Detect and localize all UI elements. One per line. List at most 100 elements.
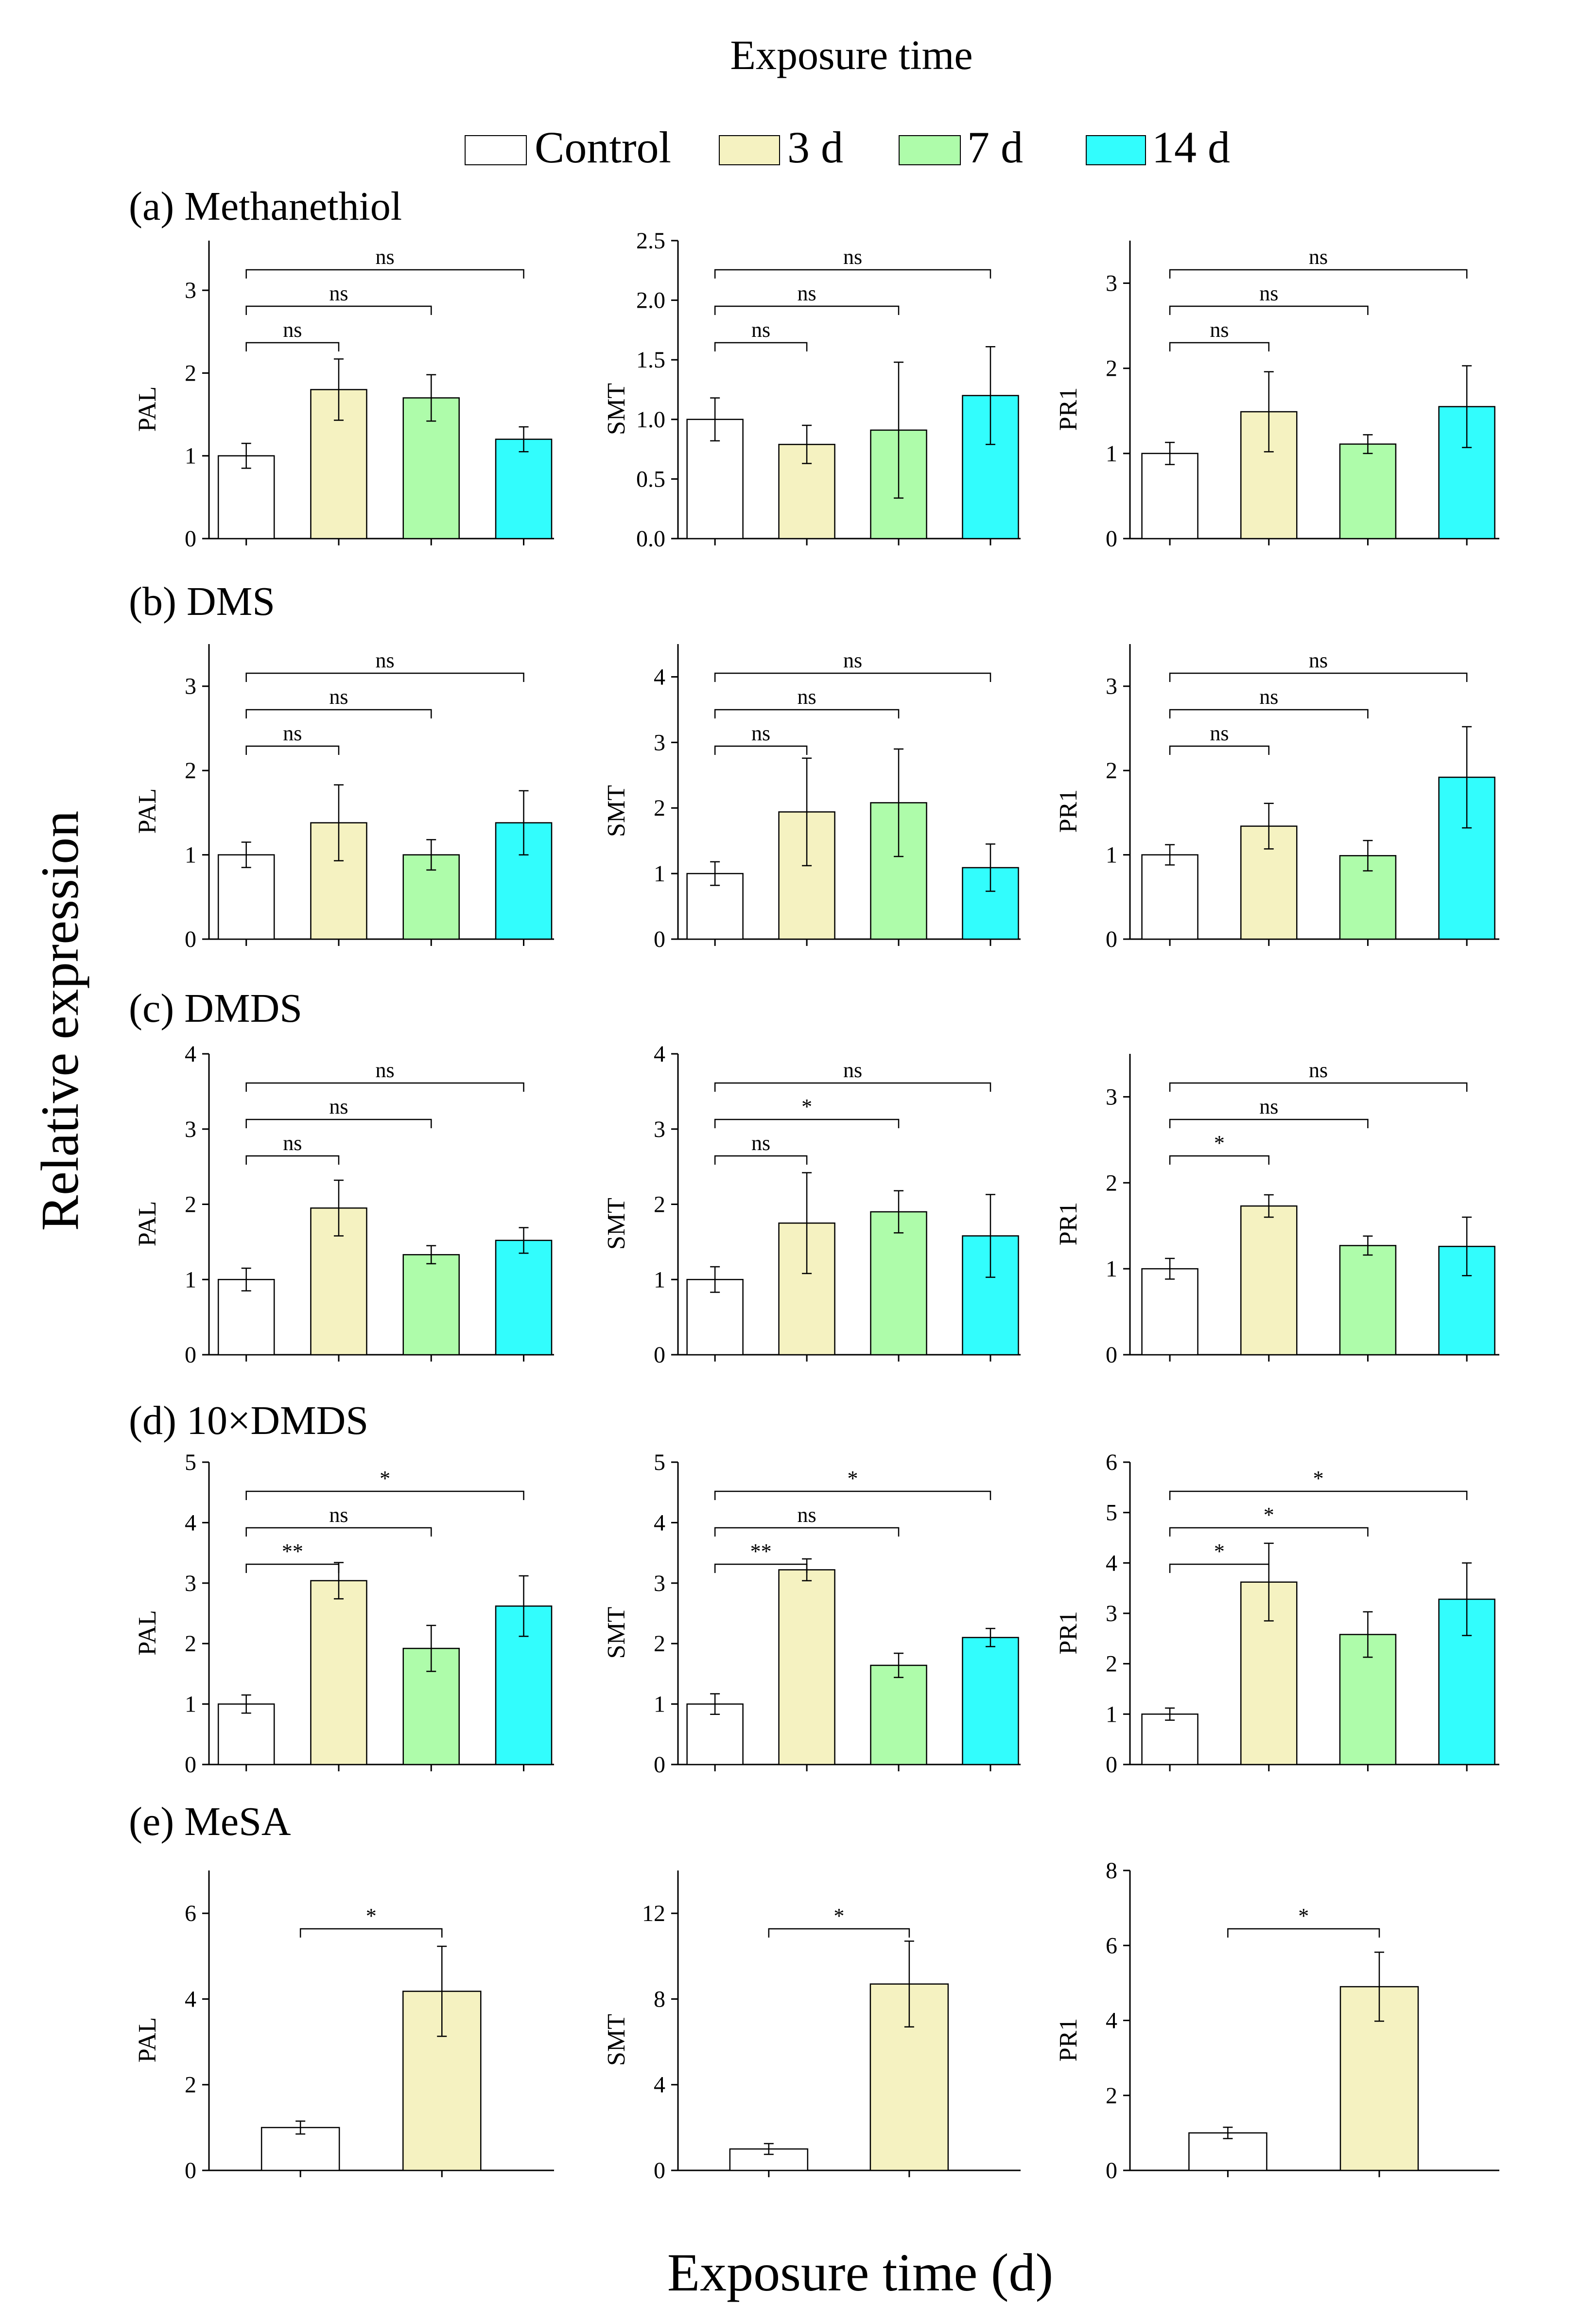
legend-swatch-control [465,135,527,165]
y-tick-label: 2 [185,360,196,386]
chart-row4-pr1: 0 1 2 3 4 5 6 PR1 * * * [1055,1450,1499,1778]
y-tick-label: 2 [185,1631,196,1657]
significance-bracket [714,672,991,682]
significance-label: * [380,1467,390,1490]
significance-bracket [714,305,900,315]
y-tick-label: 4 [654,1041,665,1067]
y-tick-label: 5 [654,1450,665,1475]
significance-label: ns [751,318,770,342]
y-tick-label: 4 [1106,2008,1117,2034]
chart-b-dms-pal: (b) DMS 0 1 2 3 PAL ns ns ns [129,579,554,952]
bar-7-d [870,1211,927,1356]
y-tick-label: 0 [654,926,665,952]
bar-14-d [962,1637,1019,1765]
y-tick-label: 4 [185,1510,196,1536]
bar-control [1141,1268,1198,1356]
significance-label: ns [329,1095,348,1118]
y-tick-label: 1 [185,443,196,469]
chart-row3-pr1: 0 1 2 3 PR1 * ns ns [1055,1054,1499,1368]
y-axis-title: SMT [603,2014,630,2066]
significance-bracket [245,269,524,279]
significance-label: * [1264,1503,1274,1527]
y-tick-label: 0 [185,926,196,952]
legend-swatch-3d [719,135,780,165]
bar-3-d [778,1569,835,1765]
y-axis-title: PAL [134,1610,161,1655]
y-axis-title: SMT [603,383,630,435]
y-tick-label: 0 [654,2158,665,2184]
y-tick-label: 1.5 [636,347,665,373]
bar-7-d [402,1254,460,1356]
bar-7-d [1339,443,1397,540]
significance-bracket [1169,709,1369,718]
significance-label: ns [376,1058,395,1082]
significance-label: ns [329,1503,348,1527]
significance-bracket [1169,1527,1369,1537]
y-tick-label: 1 [654,861,665,887]
bar-control [1141,453,1198,540]
significance-label: ns [329,685,348,709]
significance-bracket [1169,1082,1468,1092]
y-tick-label: 2 [1106,2083,1117,2109]
y-tick-label: 4 [185,1041,196,1067]
significance-label: ns [329,281,348,305]
bar-7-d [870,1664,927,1765]
y-tick-label: 0 [1106,926,1117,952]
y-tick-label: 4 [654,664,665,690]
significance-label: ns [751,721,770,745]
legend-item-7d: 7 d [899,122,1023,172]
y-tick-label: 2 [185,1192,196,1218]
y-tick-label: 2 [1106,1651,1117,1677]
significance-bracket [1169,1155,1270,1165]
y-tick-label: 2 [185,2072,196,2098]
y-axis-title: PAL [134,788,161,834]
legend-label-control: Control [535,122,671,172]
significance-bracket [1227,1928,1380,1938]
y-tick-label: 0 [185,1752,196,1778]
significance-bracket [1169,745,1270,755]
significance-bracket [714,709,900,718]
significance-bracket [1169,1563,1270,1573]
y-tick-label: 1 [1106,842,1117,868]
significance-bracket [245,342,340,351]
significance-bracket [1169,305,1369,315]
significance-bracket [245,1490,524,1500]
y-tick-label: 0 [185,2158,196,2184]
significance-bracket [299,1928,443,1938]
significance-label: * [366,1904,377,1928]
y-tick-label: 0.5 [636,466,665,492]
significance-label: * [1214,1539,1225,1563]
charts: (a) Methanethiol0123PALnsnsns0.00.51.01.… [129,184,1499,2184]
significance-label: ns [843,245,862,269]
significance-label: ns [798,281,816,305]
bar-control [260,2127,340,2171]
chart-row1-pr1: 0 1 2 3 PR1 ns ns ns [1055,241,1499,552]
y-tick-label: 4 [654,2072,665,2098]
y-tick-label: 12 [642,1901,665,1926]
y-tick-label: 1 [1106,1256,1117,1282]
chart-c-dmds-pal: (c) DMDS 0 1 2 3 4 PAL ns ns ns [129,986,554,1368]
significance-label: ns [283,1131,302,1155]
y-tick-label: 3 [654,730,665,755]
y-axis-title: PR1 [1055,789,1082,833]
bar-3-d [310,1580,367,1765]
significance-label: ns [376,245,395,269]
significance-bracket [1169,269,1468,279]
significance-label: * [1298,1904,1309,1928]
significance-label: * [801,1095,812,1118]
y-tick-label: 0 [1106,1342,1117,1368]
significance-label: * [833,1904,844,1928]
significance-label: ** [750,1539,772,1563]
significance-bracket [714,269,991,279]
legend: Control 3 d 7 d 14 d [465,122,1230,172]
significance-bracket [245,1563,340,1573]
y-tick-label: 6 [1106,1450,1117,1475]
bar-control [1141,854,1198,940]
significance-label: ns [1309,1058,1328,1082]
x-axis-label: Exposure time (d) [667,2243,1053,2302]
legend-label-7d: 7 d [967,122,1023,172]
significance-label: ** [282,1539,303,1563]
legend-item-14d: 14 d [1086,122,1230,172]
legend-label-14d: 14 d [1152,122,1230,172]
y-tick-label: 3 [1106,271,1117,297]
